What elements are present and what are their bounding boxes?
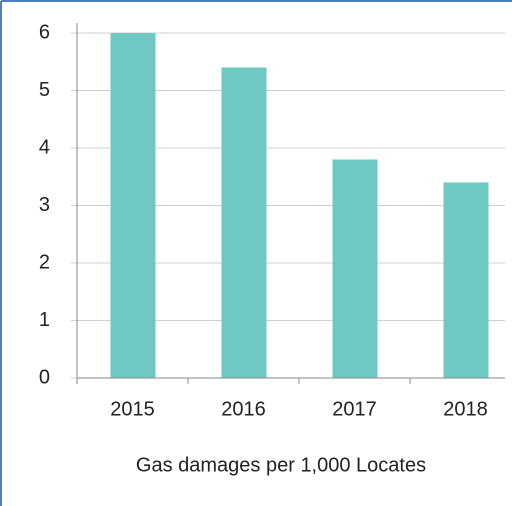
y-tick-label: 2 [39,251,50,273]
x-axis-title: Gas damages per 1,000 Locates [136,454,426,476]
x-tick-label: 2016 [221,398,266,420]
y-tick-label: 3 [39,194,50,216]
x-tick-label: 2017 [332,398,377,420]
bar [221,67,267,378]
x-tick-label: 2018 [443,398,488,420]
x-tick-label: 2015 [110,398,155,420]
bar [332,159,378,378]
y-tick-label: 1 [39,309,50,331]
y-tick-label: 5 [39,79,50,101]
y-tick-label: 4 [39,136,50,158]
y-tick-label: 0 [39,366,50,388]
bar [443,182,489,378]
bar [110,33,156,378]
y-tick-label: 6 [39,21,50,43]
